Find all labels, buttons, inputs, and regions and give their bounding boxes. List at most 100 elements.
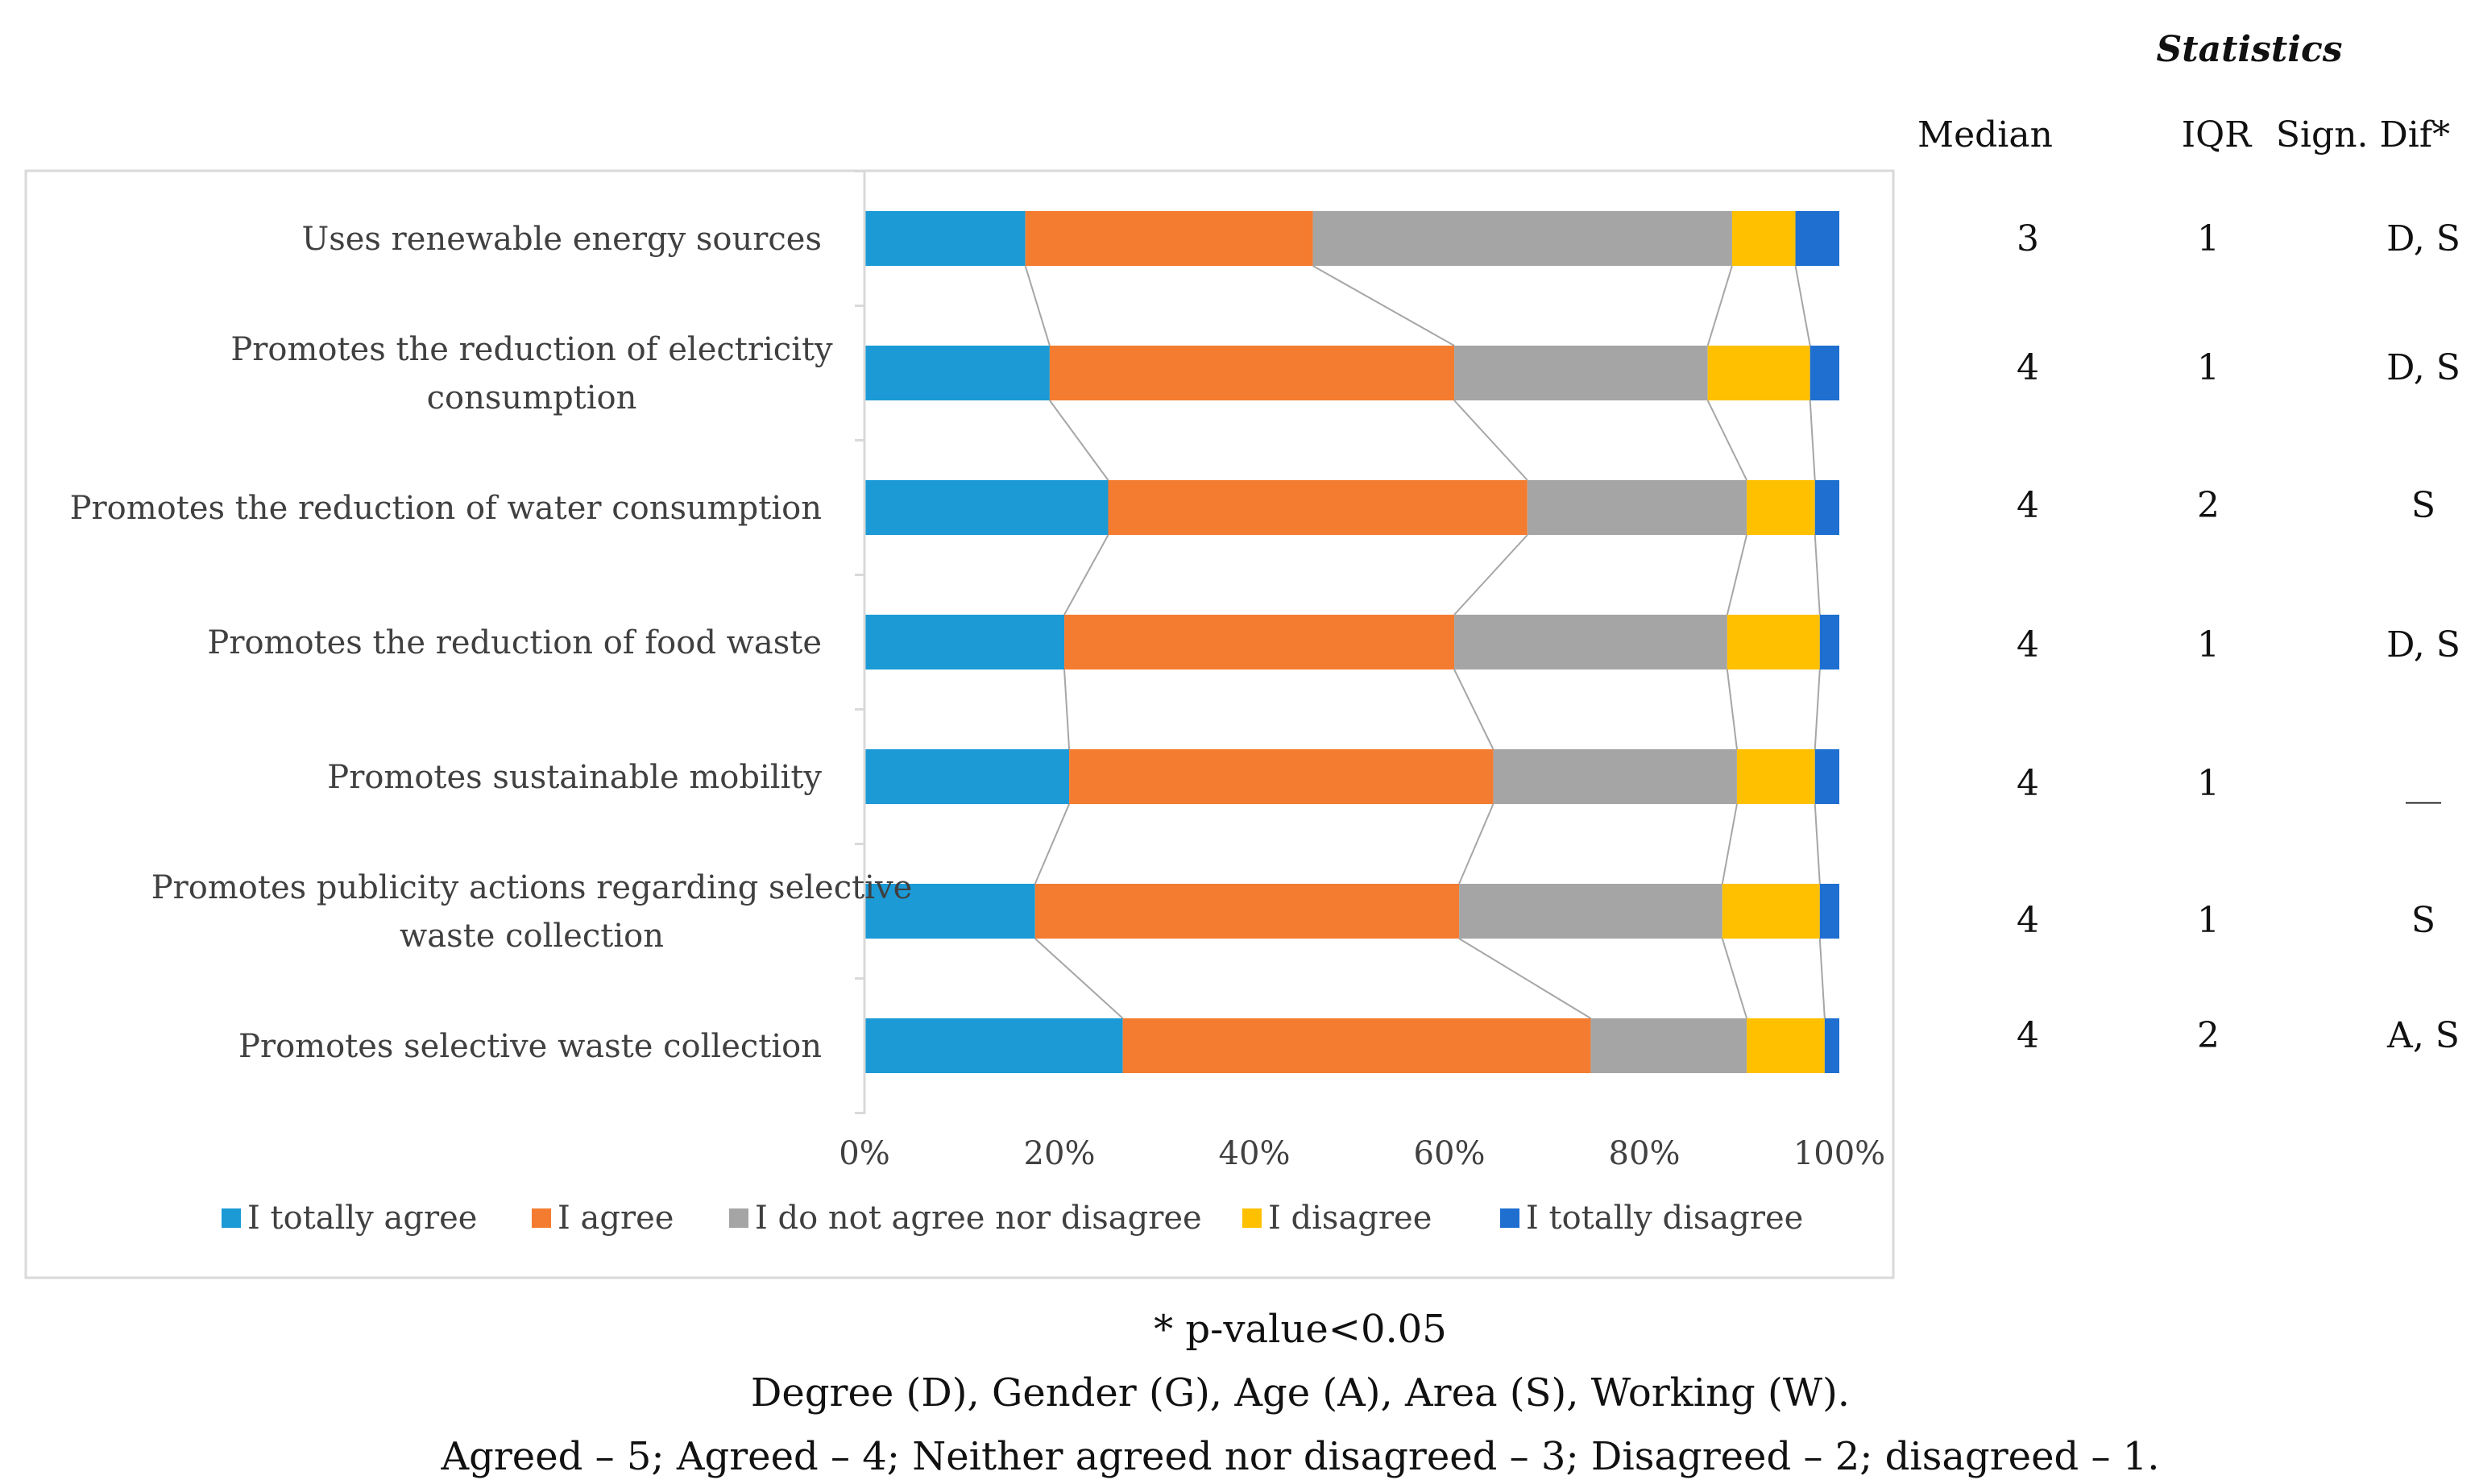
series-connector-line	[1814, 669, 1821, 750]
legend-label: I totally disagree	[1526, 1200, 1803, 1237]
series-connector-line	[1312, 265, 1455, 346]
bar-segment	[1810, 346, 1839, 400]
bar-segment	[1736, 749, 1815, 804]
series-connector-line	[1063, 534, 1109, 616]
series-connector-line	[1024, 265, 1051, 346]
median-value: 4	[2017, 485, 2039, 526]
median-value: 4	[2017, 624, 2039, 665]
legend-swatch	[532, 1208, 551, 1228]
series-connector-line	[1721, 803, 1738, 885]
series-connector-line	[1453, 534, 1528, 616]
median-value: 4	[2017, 900, 2039, 941]
category-label: Promotes selective waste collection	[238, 1028, 822, 1065]
bar-segment	[1069, 749, 1494, 804]
sign-dif-value: S	[2411, 485, 2435, 526]
bar-segment	[1454, 615, 1727, 669]
median-value: 4	[2017, 763, 2039, 804]
category-label: waste collection	[400, 918, 664, 955]
iqr-value: 1	[2197, 624, 2220, 665]
iqr-value: 2	[2197, 1015, 2220, 1056]
median-value: 3	[2017, 218, 2039, 259]
iqr-value: 1	[2197, 218, 2220, 259]
series-connector-line	[1458, 803, 1494, 885]
category-label: Promotes sustainable mobility	[327, 759, 822, 796]
bar-segment	[1727, 615, 1820, 669]
series-connector-line	[1726, 534, 1748, 616]
sign-dif-header: Sign. Dif*	[2276, 114, 2450, 155]
statistics-rows: 3 1 D, S 4 1 D, S 4 2 S 4 1 D, S 4 1 __ 4 1 S 4 2 A, S	[2017, 218, 2460, 1056]
sign-dif-value: A, S	[2386, 1015, 2460, 1056]
bar-segment	[864, 480, 1109, 535]
sign-dif-value: __	[2406, 763, 2441, 804]
x-tick-label: 100%	[1793, 1135, 1885, 1172]
legend-swatch	[1242, 1208, 1262, 1228]
series-connector-line	[1458, 938, 1591, 1019]
bar-segment	[1590, 1018, 1747, 1073]
series-connector-line	[1818, 938, 1826, 1019]
bar-segment	[1493, 749, 1737, 804]
series-connector-line	[1814, 534, 1821, 616]
x-tick-label: 0%	[839, 1135, 889, 1172]
bar-segment	[1707, 346, 1810, 400]
legend-swatch	[729, 1208, 748, 1228]
series-connector-line	[1706, 265, 1733, 346]
footnote-scale: Agreed – 5; Agreed – 4; Neither agreed n…	[440, 1434, 2159, 1479]
legend-swatch	[1500, 1208, 1519, 1228]
legend-label: I disagree	[1268, 1200, 1432, 1237]
category-label: Promotes the reduction of electricity	[230, 331, 833, 368]
series-connector-line	[1794, 265, 1811, 346]
bar-segment	[1454, 346, 1708, 400]
bar-segment	[1747, 480, 1815, 535]
sign-dif-value: S	[2411, 900, 2435, 941]
bar-segment	[1819, 615, 1839, 669]
series-connector-line	[1034, 938, 1124, 1019]
median-value: 4	[2017, 347, 2039, 388]
bar-segment	[864, 615, 1065, 669]
bar-segment	[864, 346, 1050, 400]
legend-label: I agree	[558, 1200, 674, 1237]
category-label: Promotes the reduction of food waste	[207, 624, 822, 661]
x-axis-tick-labels: 0% 20% 40% 60% 80% 100%	[839, 1135, 1885, 1172]
x-tick-label: 40%	[1219, 1135, 1291, 1172]
median-value: 4	[2017, 1015, 2039, 1056]
bar-segment	[1108, 480, 1528, 535]
bar-segment	[1122, 1018, 1591, 1073]
series-connector-line	[1721, 938, 1748, 1019]
bar-segment	[864, 884, 1035, 939]
bar-segment	[1819, 884, 1839, 939]
statistics-title: Statistics	[2156, 29, 2342, 70]
sign-dif-value: D, S	[2386, 218, 2460, 259]
legend-label: I totally agree	[247, 1200, 477, 1237]
bar-segment	[1814, 480, 1839, 535]
bars-layer	[864, 211, 1839, 1073]
series-connector-line	[1453, 669, 1494, 750]
category-label: Promotes publicity actions regarding sel…	[151, 869, 913, 906]
series-connector-line	[1063, 669, 1071, 750]
footnote-codes: Degree (D), Gender (G), Age (A), Area (S…	[751, 1370, 1850, 1416]
series-connector-line	[1814, 803, 1821, 885]
bar-segment	[1795, 211, 1839, 266]
bar-segment	[1527, 480, 1747, 535]
category-label: Promotes the reduction of water consumpt…	[70, 490, 822, 527]
bar-segment	[864, 749, 1070, 804]
bar-segment	[864, 211, 1026, 266]
bar-segment	[864, 1018, 1123, 1073]
x-tick-label: 20%	[1024, 1135, 1096, 1172]
bar-segment	[1025, 211, 1313, 266]
bar-segment	[1049, 346, 1455, 400]
footnote-pvalue: * p-value<0.05	[1154, 1307, 1447, 1352]
x-tick-label: 80%	[1609, 1135, 1681, 1172]
category-labels: Uses renewable energy sources Promotes th…	[70, 221, 913, 1065]
median-header: Median	[1917, 114, 2053, 155]
bar-segment	[1312, 211, 1732, 266]
legend-label: I do not agree nor disagree	[755, 1200, 1202, 1237]
series-connector-lines	[1024, 265, 1826, 1019]
category-label: Uses renewable energy sources	[302, 221, 823, 258]
x-tick-label: 60%	[1414, 1135, 1486, 1172]
series-connector-line	[1453, 400, 1528, 481]
series-connector-line	[1049, 400, 1109, 481]
bar-segment	[1459, 884, 1722, 939]
legend: I totally agree I agree I do not agree nor…	[222, 1200, 1803, 1237]
bar-segment	[1731, 211, 1796, 266]
